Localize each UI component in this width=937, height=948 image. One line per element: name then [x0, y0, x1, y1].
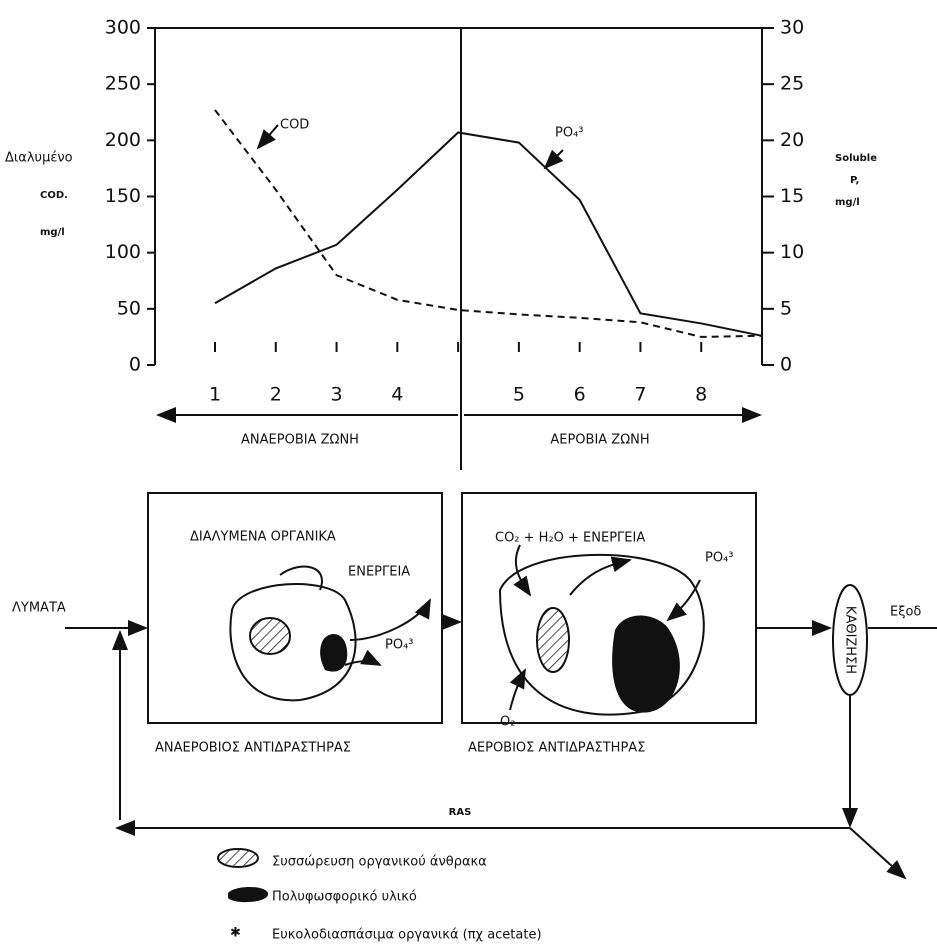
x-tick-label: 4: [391, 384, 403, 406]
legend-icon: [228, 887, 269, 903]
x-tick-label: 8: [695, 384, 707, 406]
y-tick-label: 0: [129, 354, 141, 376]
arrow: [513, 544, 532, 597]
arrow: [344, 649, 382, 666]
reactor-label: ΑΕΡΟΒΙΟΣ ΑΝΤΙΔΡΑΣΤΗΡΑΣ: [468, 741, 645, 756]
polyp: [320, 634, 348, 672]
y2-tick-label: 30: [780, 17, 804, 39]
y2-tick-label: 25: [780, 73, 804, 95]
y-tick-label: 50: [117, 297, 141, 319]
po4: PO₄³: [705, 551, 734, 566]
y2-tick-label: 0: [780, 354, 792, 376]
y-tick-label: 150: [105, 185, 141, 207]
legend-icon: [217, 848, 259, 868]
legend-text: Πολυφωσφορικό υλικό: [272, 890, 417, 905]
influent: ΛΥΜΑΤΑ: [12, 601, 66, 616]
y-tick-label: 100: [105, 241, 141, 263]
effluent: Εξοδ: [890, 605, 921, 620]
legend-icon: ✱: [230, 926, 241, 941]
y-tick-label: 200: [105, 129, 141, 151]
products: CO₂ + H₂O + ΕΝΕΡΓΕΙΑ: [495, 531, 645, 546]
x-tick-label: 6: [574, 384, 586, 406]
arrow: [509, 668, 526, 711]
x-tick-label: 3: [331, 384, 343, 406]
x-tick-label: 7: [634, 384, 646, 406]
y-tick-label: 250: [105, 73, 141, 95]
cell: [229, 583, 357, 702]
polyp: [612, 615, 680, 713]
process-diagram: ΛΥΜΑΤΑ Εξοδ ΚΑΘΙΖΗΣΗ RAS ΔΙΑΛΥΜΕΝΑ ΟΡΓΑΝ…: [12, 492, 937, 943]
y-tick-label: 300: [105, 17, 141, 39]
legend-text: Συσσώρευση οργανικού άνθρακα: [272, 855, 487, 870]
y2-tick-label: 10: [780, 241, 804, 263]
zone-label: ΑΕΡΟΒΙΑ ΖΩΝΗ: [550, 433, 649, 448]
y2-tick-label: 20: [780, 129, 804, 151]
energy: ΕΝΕΡΓΕΙΑ: [348, 565, 410, 580]
y2-label: P,: [850, 175, 859, 186]
po4: PO₄³: [385, 638, 414, 653]
settling: ΚΑΘΙΖΗΣΗ: [843, 606, 858, 674]
x-tick-label: 5: [513, 384, 525, 406]
organics: ΔΙΑΛΥΜΕΝΑ ΟΡΓΑΝΙΚΑ: [190, 530, 336, 545]
reactor-label: ΑΝΑΕΡΟΒΙΟΣ ΑΝΤΙΔΡΑΣΤΗΡΑΣ: [155, 741, 351, 756]
leader: [256, 124, 279, 150]
x-tick-label: 2: [270, 384, 282, 406]
carbon-storage: [249, 617, 291, 655]
leader: [543, 149, 564, 170]
y-label: Διαλυμένο: [5, 151, 73, 166]
ras: RAS: [449, 807, 472, 818]
series-label: COD: [280, 118, 309, 133]
carbon-storage: [536, 607, 570, 673]
legend-text: Ευκολοδιασπάσιμα οργανικά (πχ acetate): [272, 928, 542, 943]
oxygen: O₂: [500, 715, 515, 730]
zone-label: ΑΝΑΕΡΟΒΙΑ ΖΩΝΗ: [241, 433, 359, 448]
arrow: [666, 579, 701, 622]
y2-tick-label: 15: [780, 185, 804, 207]
y-label: COD.: [40, 190, 68, 201]
cell: [498, 553, 705, 716]
flow: [849, 827, 907, 880]
y-label: mg/l: [40, 227, 65, 238]
y2-label: Soluble: [835, 153, 877, 164]
anaerobic-reactor: [147, 492, 443, 724]
arrow: [279, 565, 430, 641]
x-tick-label: 1: [209, 384, 221, 406]
series-label: PO₄³: [555, 126, 584, 141]
chart: 0 50 100 150 200 250 300 0 5 10 15 20 25 30 1 2 3 4 5 6 7 8 Δι…: [5, 17, 877, 470]
arrow: [569, 556, 632, 596]
y2-tick-label: 5: [780, 297, 792, 319]
aerobic-reactor: [461, 492, 757, 724]
data-line: [214, 109, 763, 338]
y2-label: mg/l: [835, 197, 860, 208]
data-line: [214, 131, 763, 337]
